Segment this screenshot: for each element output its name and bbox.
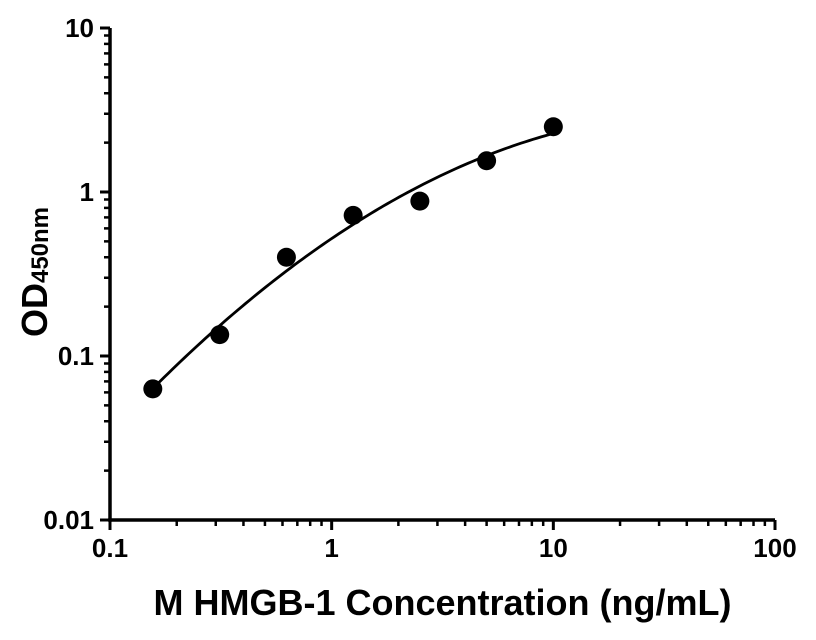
data-point bbox=[143, 379, 163, 399]
x-tick-label: 10 bbox=[539, 533, 568, 563]
data-point bbox=[343, 205, 363, 225]
data-point bbox=[410, 191, 430, 211]
x-tick-label: 1 bbox=[324, 533, 338, 563]
y-axis-title: OD 450nm bbox=[13, 152, 57, 392]
y-tick-label: 0.1 bbox=[58, 341, 94, 371]
x-tick-label: 100 bbox=[753, 533, 796, 563]
data-point bbox=[276, 247, 296, 267]
data-point bbox=[477, 151, 497, 171]
fit-curve bbox=[147, 132, 554, 395]
y-axis-title-subscript: 450nm bbox=[26, 206, 54, 284]
y-axis-title-main: OD bbox=[14, 283, 55, 338]
y-tick-label: 10 bbox=[65, 13, 94, 43]
y-tick-label: 0.01 bbox=[43, 505, 94, 535]
data-point bbox=[210, 325, 230, 345]
y-tick-label: 1 bbox=[80, 177, 94, 207]
x-tick-label: 0.1 bbox=[92, 533, 128, 563]
data-point bbox=[543, 117, 563, 137]
x-axis-title: M HMGB-1 Concentration (ng/mL) bbox=[153, 582, 732, 623]
